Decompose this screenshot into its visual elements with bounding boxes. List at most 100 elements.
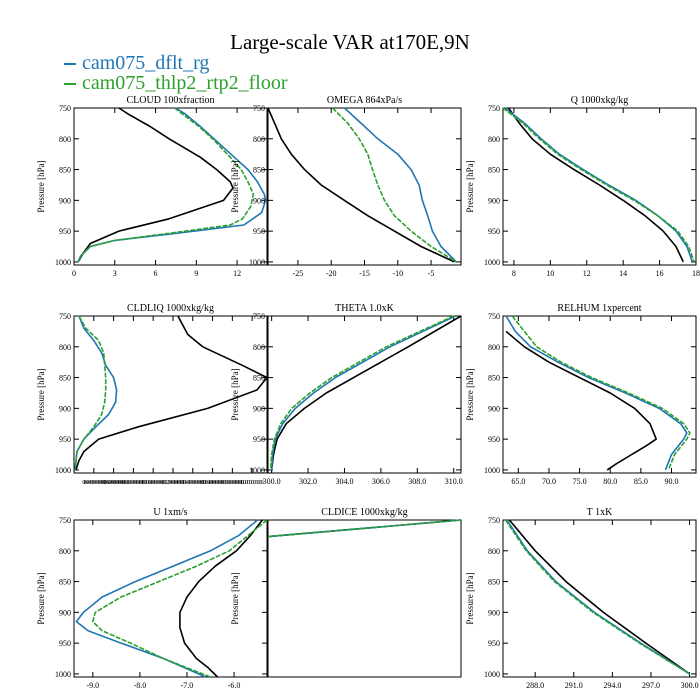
y-tick-label: 750: [253, 104, 265, 113]
x-tick-label: 0.0080000000000: [122, 479, 145, 486]
y-axis-label: Pressure [hPa]: [36, 160, 46, 212]
x-tick-label: 18: [692, 269, 700, 278]
y-tick-label: 750: [253, 312, 265, 321]
x-tick-label: 300.0: [681, 681, 699, 690]
series-line-green: [92, 519, 268, 678]
series-line-black: [270, 315, 462, 470]
series-line-black: [507, 107, 685, 263]
series-line-black: [77, 107, 234, 263]
x-tick-label: 0.0000000000: [241, 479, 264, 486]
x-tick-label: 10: [546, 269, 554, 278]
plot-frame: [502, 315, 697, 474]
y-tick-label: 850: [59, 578, 71, 587]
y-tick-label: 850: [488, 374, 500, 383]
y-tick-label: 900: [59, 608, 71, 617]
x-tick-label: 288.0: [526, 681, 544, 690]
y-tick-label: 900: [488, 404, 500, 413]
y-tick-label: 750: [59, 312, 71, 321]
plot-frame: [267, 519, 462, 678]
y-tick-label: 950: [488, 639, 500, 648]
x-tick-label: -5: [428, 269, 435, 278]
legend-item-1: cam075_dflt_rg: [64, 52, 209, 75]
panel-title: OMEGA 864xPa/s: [327, 95, 402, 106]
legend-swatch-1: [64, 63, 76, 66]
x-tick-label: -25: [293, 269, 304, 278]
x-tick-label: 0.00600000000000: [102, 479, 125, 486]
panel-title: U 1xm/s: [153, 507, 187, 518]
series-line-green: [502, 107, 695, 263]
x-tick-label: 0.0180000000000: [221, 479, 244, 486]
y-tick-label: 850: [488, 166, 500, 175]
x-tick-label: 16: [656, 269, 664, 278]
x-tick-label: -9.0: [86, 681, 99, 690]
series-line-blue: [506, 519, 691, 675]
y-tick-label: 750: [488, 104, 500, 113]
x-tick-label: 302.0: [299, 477, 317, 486]
x-tick-label: 0: [72, 269, 76, 278]
y-tick-label: 850: [59, 374, 71, 383]
legend-label-1: cam075_dflt_rg: [82, 52, 210, 74]
plot-frame: [267, 107, 462, 266]
y-tick-label: 800: [59, 343, 71, 352]
y-tick-label: 1000: [484, 258, 500, 267]
y-tick-label: 950: [253, 435, 265, 444]
series-line-green: [332, 107, 457, 263]
panel-title: CLDICE 1000xkg/kg: [321, 507, 407, 518]
series-line-black: [75, 315, 268, 471]
x-tick-label: 300.0: [263, 477, 281, 486]
y-axis-label: Pressure [hPa]: [465, 160, 475, 212]
plot-frame: [267, 315, 462, 474]
x-tick-label: -15: [359, 269, 370, 278]
panel-title: THETA 1.0xK: [335, 303, 394, 314]
panel-3: Q 1000xkg/kg Pressure [hPa] 750 800 850 900 95…: [465, 95, 700, 278]
y-axis-label: Pressure [hPa]: [36, 368, 46, 420]
y-tick-label: 750: [488, 312, 500, 321]
y-tick-label: 750: [59, 516, 71, 525]
x-tick-label: 65.0: [511, 477, 525, 486]
panel-4: CLDLIQ 1000xkg/kg Pressure [hPa] 750 800 850…: [36, 303, 268, 486]
y-tick-label: 850: [59, 166, 71, 175]
x-tick-label: 304.0: [335, 477, 353, 486]
y-tick-label: 1000: [55, 466, 71, 475]
series-line-black: [179, 519, 263, 678]
y-tick-label: 800: [488, 135, 500, 144]
series-line-black: [505, 330, 658, 471]
y-tick-label: 1000: [249, 258, 265, 267]
y-tick-label: 800: [253, 135, 265, 144]
y-tick-label: 1000: [55, 258, 71, 267]
series-line-blue: [270, 315, 456, 470]
panel-title: T 1xK: [587, 507, 613, 518]
y-axis-label: Pressure [hPa]: [230, 572, 240, 624]
x-tick-label: 9: [194, 269, 198, 278]
x-tick-label: -8.0: [134, 681, 147, 690]
series-line-blue: [343, 107, 457, 263]
panel-9: T 1xK Pressure [hPa] 750 800 850 900 950 1000 28…: [465, 507, 699, 690]
y-tick-label: 950: [59, 639, 71, 648]
x-tick-label: -7.0: [181, 681, 194, 690]
y-tick-label: 800: [253, 343, 265, 352]
panel-title: Q 1000xkg/kg: [571, 95, 629, 106]
series-line-blue: [75, 519, 259, 678]
x-tick-label: 294.0: [603, 681, 621, 690]
y-tick-label: 800: [488, 343, 500, 352]
legend-item-2: cam075_thlp2_rtp2_floor: [64, 72, 288, 95]
x-tick-label: 297.0: [642, 681, 660, 690]
x-tick-label: 0.0100000000000: [142, 479, 165, 486]
series-line-black: [508, 519, 691, 675]
legend-label-2: cam075_thlp2_rtp2_floor: [82, 72, 288, 94]
legend-swatch-2: [64, 83, 76, 86]
x-tick-label: -6.0: [228, 681, 241, 690]
y-tick-label: 1000: [55, 670, 71, 679]
panel-1: CLOUD 100xfraction Pressure [hPa] 750 800 85…: [36, 95, 268, 278]
x-tick-label: 70.0: [542, 477, 556, 486]
series-line-green: [511, 315, 691, 471]
y-axis-label: Pressure [hPa]: [465, 572, 475, 624]
series-line-blue: [504, 107, 694, 263]
x-tick-label: 14: [619, 269, 627, 278]
y-tick-label: 1000: [484, 670, 500, 679]
x-tick-label: 308.0: [408, 477, 426, 486]
y-tick-label: 950: [488, 227, 500, 236]
plot-frame: [502, 107, 697, 266]
x-tick-label: 0.0160000000000: [201, 479, 224, 486]
x-tick-label: 12: [583, 269, 591, 278]
